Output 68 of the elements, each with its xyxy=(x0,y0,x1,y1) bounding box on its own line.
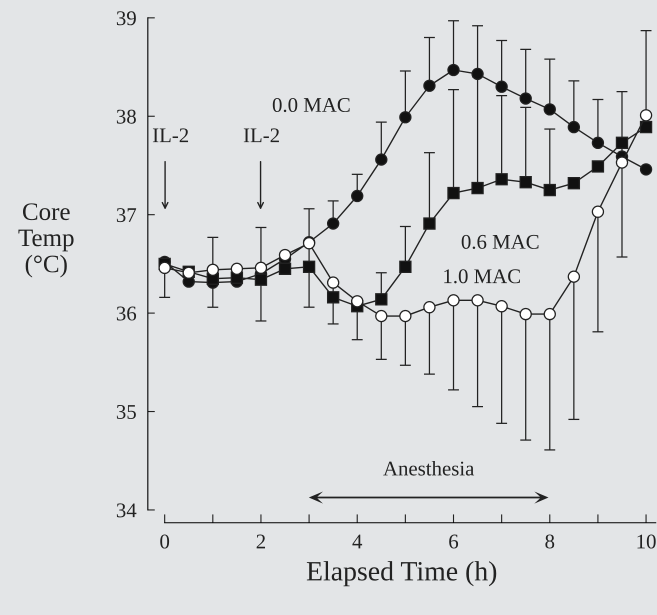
point xyxy=(544,103,556,116)
text: 0.0 MAC xyxy=(272,98,350,112)
point xyxy=(351,190,364,202)
point xyxy=(351,295,364,308)
point xyxy=(495,80,508,93)
point xyxy=(471,68,484,80)
point xyxy=(278,248,292,262)
point xyxy=(568,120,580,134)
point xyxy=(399,260,412,274)
point xyxy=(640,120,652,134)
point xyxy=(447,294,460,306)
point xyxy=(326,217,340,230)
point xyxy=(230,262,244,275)
point xyxy=(447,64,460,76)
point xyxy=(375,310,388,322)
point xyxy=(375,153,388,166)
point xyxy=(544,184,556,196)
x-tick-label: 4 xyxy=(352,534,362,548)
point xyxy=(278,262,292,275)
point xyxy=(495,173,508,186)
point xyxy=(640,163,652,176)
series-label: 0.6 MAC xyxy=(462,234,538,249)
point xyxy=(568,177,580,190)
point xyxy=(520,92,532,105)
x-tick-label: 0 xyxy=(160,534,170,549)
point xyxy=(158,262,171,274)
y-tick-label: 34 xyxy=(116,503,136,518)
point xyxy=(520,176,532,188)
point xyxy=(520,308,532,320)
point xyxy=(495,300,508,312)
y-tick-label: 38 xyxy=(116,110,136,124)
point xyxy=(616,136,628,150)
y-tick-label: 37 xyxy=(116,208,136,222)
y-tick-label: 39 xyxy=(116,11,136,26)
point xyxy=(616,156,628,169)
point xyxy=(206,264,219,276)
point xyxy=(254,262,268,274)
point xyxy=(326,291,340,304)
point xyxy=(592,160,604,173)
point xyxy=(592,136,604,150)
point xyxy=(302,260,316,274)
point xyxy=(423,217,436,230)
x-tick-label: 2 xyxy=(256,534,266,548)
point xyxy=(592,206,604,218)
point xyxy=(471,182,484,194)
x-tick-label: 10 xyxy=(637,534,656,549)
point xyxy=(375,293,388,306)
point xyxy=(544,308,556,320)
point xyxy=(568,270,580,283)
annotation: Anesthesia xyxy=(383,460,474,476)
annotation: IL-2 xyxy=(152,128,188,142)
point xyxy=(326,276,340,289)
point xyxy=(399,310,412,322)
point xyxy=(447,186,460,200)
x-tick-label: 6 xyxy=(449,534,458,549)
point xyxy=(471,294,484,306)
y-axis-title: Core Temp (°C) xyxy=(18,203,74,278)
point xyxy=(254,273,268,286)
x-tick-label: 8 xyxy=(545,534,554,549)
series-label: 1.0 MAC xyxy=(444,269,520,284)
point xyxy=(399,111,412,124)
point xyxy=(423,80,436,92)
point xyxy=(423,301,436,314)
point xyxy=(640,109,652,122)
x-axis-title: Elapsed Time (h) xyxy=(306,561,496,586)
y-tick-label: 35 xyxy=(116,404,136,419)
y-tick-label: 36 xyxy=(116,306,136,321)
annotation: IL-2 xyxy=(244,128,279,142)
